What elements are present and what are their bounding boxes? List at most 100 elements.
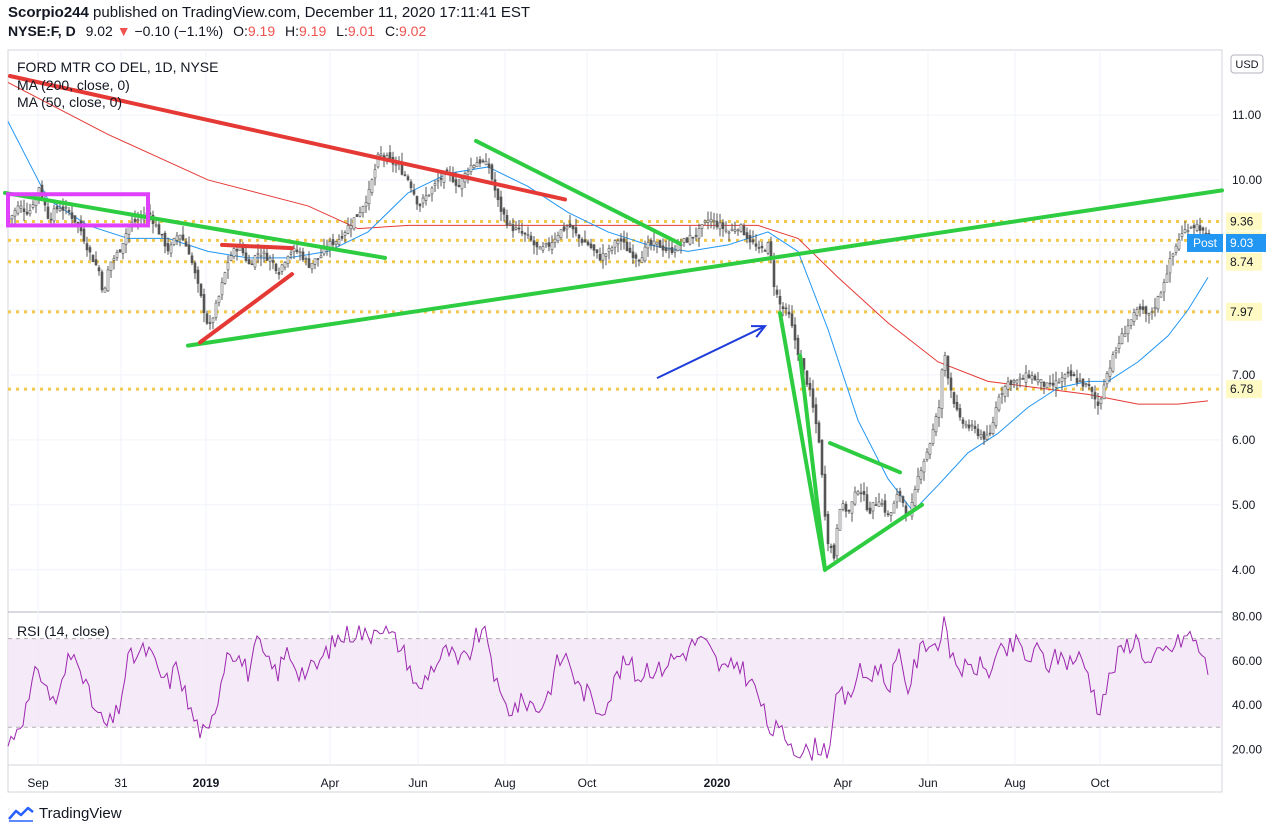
- candle-body[interactable]: [637, 259, 641, 262]
- candle-body[interactable]: [1027, 374, 1031, 378]
- candle-body[interactable]: [469, 164, 473, 173]
- annotation-arrow[interactable]: [656, 325, 766, 380]
- candle-body[interactable]: [1108, 367, 1112, 377]
- candle-body[interactable]: [673, 249, 677, 253]
- candle-body[interactable]: [619, 238, 623, 242]
- candle-body[interactable]: [994, 407, 998, 426]
- candle-body[interactable]: [556, 234, 560, 242]
- candle-body[interactable]: [247, 259, 251, 265]
- candle-body[interactable]: [481, 160, 485, 163]
- candle-body[interactable]: [1009, 380, 1013, 386]
- candle-body[interactable]: [781, 306, 785, 310]
- candle-body[interactable]: [487, 163, 491, 168]
- candle-body[interactable]: [112, 257, 116, 261]
- candle-body[interactable]: [610, 247, 614, 251]
- candle-body[interactable]: [82, 228, 86, 242]
- candle-body[interactable]: [1033, 375, 1037, 381]
- candle-body[interactable]: [967, 424, 971, 429]
- candle-body[interactable]: [187, 244, 191, 255]
- candle-body[interactable]: [205, 313, 209, 324]
- candle-body[interactable]: [559, 229, 563, 238]
- candle-body[interactable]: [1003, 385, 1007, 397]
- candle-body[interactable]: [217, 296, 221, 303]
- candle-body[interactable]: [355, 214, 359, 217]
- candle-body[interactable]: [1168, 258, 1172, 274]
- candle-body[interactable]: [895, 494, 899, 503]
- candle-body[interactable]: [1030, 375, 1034, 380]
- highlight-rectangle[interactable]: [6, 192, 150, 228]
- candle-body[interactable]: [931, 429, 935, 445]
- ma50-legend[interactable]: MA (50, close, 0): [17, 94, 122, 110]
- candle-body[interactable]: [49, 218, 53, 221]
- candle-body[interactable]: [73, 215, 77, 223]
- candle-body[interactable]: [517, 227, 521, 230]
- candle-body[interactable]: [622, 238, 626, 243]
- candle-body[interactable]: [184, 241, 188, 247]
- candle-body[interactable]: [190, 255, 194, 264]
- candle-body[interactable]: [1162, 282, 1166, 293]
- candle-body[interactable]: [874, 504, 878, 506]
- candle-body[interactable]: [1051, 382, 1055, 386]
- candle-body[interactable]: [985, 434, 989, 440]
- candle-body[interactable]: [100, 271, 104, 291]
- candle-body[interactable]: [718, 222, 722, 230]
- candle-body[interactable]: [316, 258, 320, 260]
- candle-body[interactable]: [1147, 313, 1151, 316]
- candle-body[interactable]: [862, 491, 866, 495]
- candle-body[interactable]: [655, 241, 659, 245]
- candle-body[interactable]: [475, 162, 479, 168]
- candle-body[interactable]: [538, 246, 542, 250]
- candle-body[interactable]: [904, 505, 908, 515]
- candle-body[interactable]: [379, 153, 383, 156]
- candle-body[interactable]: [376, 153, 380, 168]
- candle-body[interactable]: [712, 220, 716, 223]
- candle-body[interactable]: [1069, 370, 1073, 377]
- candle-body[interactable]: [805, 370, 809, 385]
- candle-body[interactable]: [859, 492, 863, 495]
- candle-body[interactable]: [1111, 354, 1115, 372]
- candle-body[interactable]: [901, 496, 905, 504]
- candle-body[interactable]: [25, 211, 29, 215]
- candle-body[interactable]: [628, 247, 632, 253]
- candle-body[interactable]: [508, 222, 512, 226]
- candle-body[interactable]: [661, 245, 665, 251]
- candle-body[interactable]: [115, 252, 119, 258]
- candle-body[interactable]: [832, 544, 836, 559]
- candle-body[interactable]: [85, 243, 89, 251]
- candle-body[interactable]: [856, 491, 860, 495]
- candle-body[interactable]: [868, 507, 872, 514]
- candle-body[interactable]: [631, 251, 635, 259]
- candle-body[interactable]: [1099, 398, 1103, 404]
- candle-body[interactable]: [847, 509, 851, 512]
- candle-body[interactable]: [196, 269, 200, 284]
- candle-body[interactable]: [952, 392, 956, 404]
- candle-body[interactable]: [898, 491, 902, 496]
- candle-body[interactable]: [886, 513, 890, 515]
- candle-body[interactable]: [829, 545, 833, 548]
- candle-body[interactable]: [298, 251, 302, 254]
- candle-body[interactable]: [811, 388, 815, 408]
- candle-body[interactable]: [1144, 306, 1148, 314]
- candle-body[interactable]: [166, 243, 170, 252]
- trendline[interactable]: [778, 311, 827, 572]
- candle-body[interactable]: [466, 171, 470, 175]
- candle-body[interactable]: [1117, 343, 1121, 349]
- candle-body[interactable]: [1153, 307, 1157, 310]
- candle-body[interactable]: [199, 283, 203, 297]
- candle-body[interactable]: [949, 377, 953, 391]
- candle-body[interactable]: [1150, 311, 1154, 313]
- rsi-pane[interactable]: [7, 616, 1222, 761]
- candle-body[interactable]: [1072, 374, 1076, 377]
- candle-body[interactable]: [1174, 245, 1178, 253]
- candle-body[interactable]: [133, 218, 137, 223]
- candle-body[interactable]: [826, 513, 830, 545]
- candle-body[interactable]: [727, 231, 731, 234]
- candle-body[interactable]: [574, 227, 578, 234]
- candle-body[interactable]: [889, 512, 893, 516]
- candle-body[interactable]: [361, 206, 365, 214]
- candle-body[interactable]: [88, 247, 92, 253]
- candle-body[interactable]: [181, 234, 185, 241]
- candle-body[interactable]: [997, 396, 1001, 411]
- candle-body[interactable]: [439, 177, 443, 180]
- candle-body[interactable]: [490, 164, 494, 180]
